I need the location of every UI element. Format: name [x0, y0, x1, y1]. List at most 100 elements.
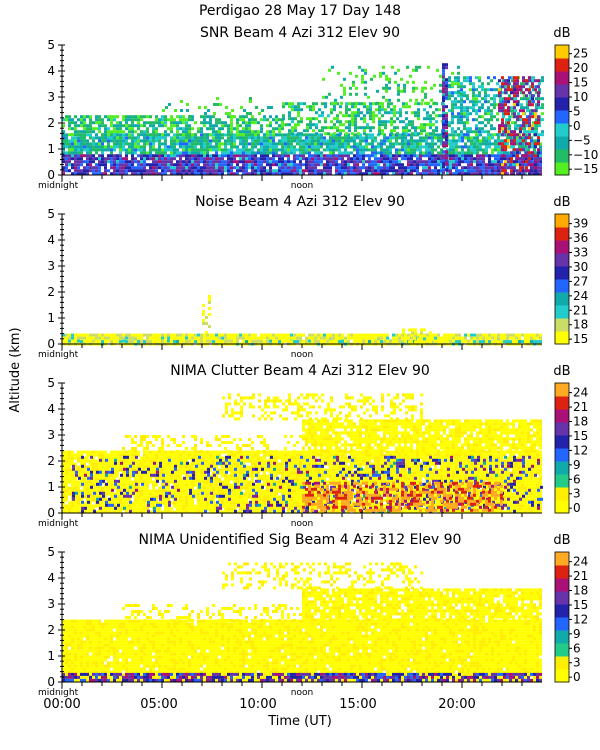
heatmap-cell	[530, 336, 533, 340]
heatmap-cell	[107, 501, 110, 505]
heatmap-cell	[77, 157, 80, 161]
heatmap-cell	[356, 336, 359, 340]
heatmap-cell	[467, 148, 470, 152]
heatmap-cell	[481, 88, 484, 92]
heatmap-cell	[309, 117, 312, 121]
heatmap-cell	[326, 160, 329, 164]
heatmap-cell	[77, 450, 80, 454]
heatmap-cell	[533, 336, 536, 340]
heatmap-cell	[410, 136, 413, 140]
heatmap-cell	[149, 489, 152, 493]
heatmap-cell	[475, 133, 478, 137]
heatmap-cell	[404, 166, 407, 170]
heatmap-cell	[77, 166, 80, 170]
heatmap-cell	[362, 333, 365, 337]
heatmap-cell	[451, 71, 454, 75]
heatmap-cell	[281, 151, 284, 155]
heatmap-cell	[470, 145, 473, 149]
heatmap-cell	[176, 154, 179, 158]
heatmap-cell	[77, 148, 80, 152]
heatmap-cell	[101, 510, 104, 514]
heatmap-cell	[74, 127, 77, 131]
heatmap-cell	[388, 77, 391, 81]
heatmap-cell	[131, 483, 134, 487]
colorbar-swatch	[555, 227, 569, 241]
heatmap-cell	[143, 133, 146, 137]
colorbar-swatch	[555, 305, 569, 319]
heatmap-cell	[388, 80, 391, 84]
heatmap-cell	[287, 157, 290, 161]
heatmap-cell	[119, 333, 122, 337]
heatmap-cell	[423, 123, 426, 127]
heatmap-cell	[86, 133, 89, 137]
heatmap-cell	[125, 160, 128, 164]
heatmap-cell	[266, 148, 269, 152]
heatmap-cell	[527, 154, 530, 158]
heatmap-cell	[499, 133, 502, 137]
heatmap-cell	[530, 139, 533, 143]
heatmap-cell	[62, 339, 65, 343]
heatmap-cell	[119, 136, 122, 140]
heatmap-cell	[125, 498, 128, 502]
heatmap-cell	[431, 142, 434, 146]
heatmap-cell	[524, 148, 527, 152]
heatmap-cell	[149, 166, 152, 170]
heatmap-cell	[518, 163, 521, 167]
heatmap-cell	[62, 136, 65, 140]
heatmap-cell	[312, 108, 315, 112]
heatmap-cell	[245, 139, 248, 143]
heatmap-cell	[65, 145, 68, 149]
heatmap-cell	[188, 139, 191, 143]
heatmap-cell	[401, 163, 404, 167]
heatmap-cell	[83, 510, 86, 514]
heatmap-cell	[353, 333, 356, 337]
heatmap-cell	[251, 333, 254, 337]
heatmap-cell	[458, 172, 461, 176]
heatmap-cell	[188, 124, 191, 128]
heatmap-cell	[255, 106, 258, 109]
heatmap-cell	[170, 163, 173, 167]
heatmap-cell	[68, 510, 71, 514]
heatmap-cell	[515, 339, 518, 343]
heatmap-cell	[490, 109, 493, 113]
heatmap-cell	[74, 121, 77, 125]
heatmap-cell	[401, 148, 404, 152]
heatmap-cell	[479, 169, 482, 173]
heatmap-cell	[152, 450, 155, 454]
heatmap-cell	[445, 153, 448, 157]
heatmap-cell	[74, 501, 77, 505]
heatmap-cell	[125, 501, 128, 505]
heatmap-cell	[218, 136, 221, 140]
heatmap-cell	[475, 76, 478, 80]
heatmap-cell	[322, 77, 325, 81]
heatmap-cell	[527, 333, 530, 337]
heatmap-cell	[278, 169, 281, 173]
heatmap-cell	[170, 151, 173, 155]
heatmap-cell	[227, 124, 230, 128]
heatmap-cell	[402, 120, 405, 124]
heatmap-cell	[275, 154, 278, 158]
heatmap-cell	[170, 142, 173, 146]
heatmap-cell	[485, 142, 488, 146]
heatmap-cell	[140, 462, 143, 466]
heatmap-cell	[71, 136, 74, 140]
heatmap-cell	[347, 157, 350, 161]
heatmap-cell	[294, 123, 297, 127]
heatmap-cell	[341, 139, 344, 143]
heatmap-cell	[326, 339, 329, 343]
heatmap-cell	[497, 340, 500, 344]
heatmap-cell	[74, 136, 77, 140]
heatmap-cell	[315, 102, 318, 106]
heatmap-cell	[158, 139, 161, 143]
heatmap-cell	[311, 133, 314, 137]
colorbar-tick-label: 24	[573, 289, 588, 303]
heatmap-cell	[440, 160, 443, 164]
heatmap-cell	[442, 96, 445, 100]
heatmap-cell	[332, 160, 335, 164]
heatmap-cell	[428, 151, 431, 155]
heatmap-cell	[448, 83, 451, 87]
heatmap-cell	[269, 130, 272, 134]
heatmap-cell	[143, 169, 146, 173]
heatmap-cell	[71, 339, 74, 343]
heatmap-cell	[311, 166, 314, 170]
